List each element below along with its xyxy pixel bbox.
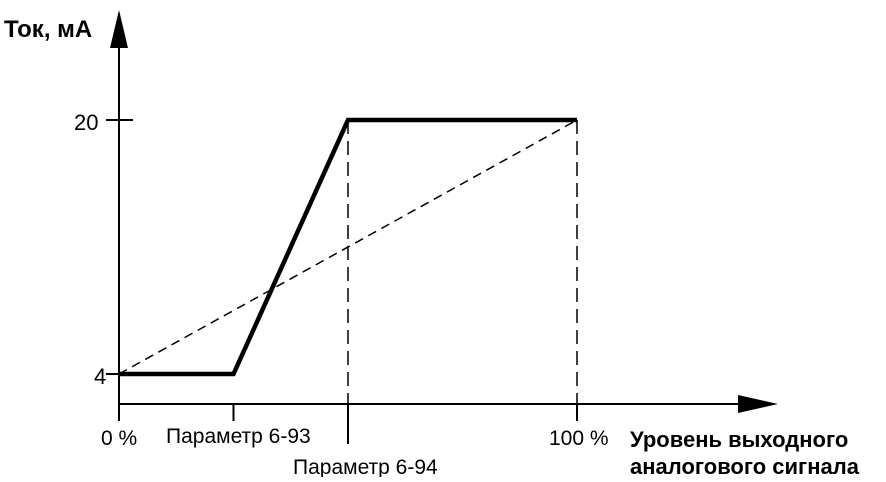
y-tick-label-20: 20	[74, 110, 98, 135]
x-tick-label-parameter-6-93: Параметр 6-93	[166, 425, 311, 448]
x-tick-label-zero: 0 %	[101, 427, 137, 450]
x-tick-label-100-percent: 100 %	[549, 427, 609, 450]
y-axis-title: Ток, мА	[4, 16, 92, 43]
series-line-dashed	[118, 119, 578, 375]
chart-marks	[106, 10, 778, 444]
x-axis-title-line2: аналогового сигнала	[630, 454, 860, 477]
x-tick-label-parameter-6-94: Параметр 6-94	[293, 456, 438, 477]
y-axis-arrow	[110, 10, 128, 48]
x-axis-arrow	[738, 395, 778, 413]
y-tick-label-4: 4	[94, 364, 106, 389]
x-axis-title-line1: Уровень выходного	[630, 427, 848, 452]
series-line-solid	[119, 117, 577, 377]
